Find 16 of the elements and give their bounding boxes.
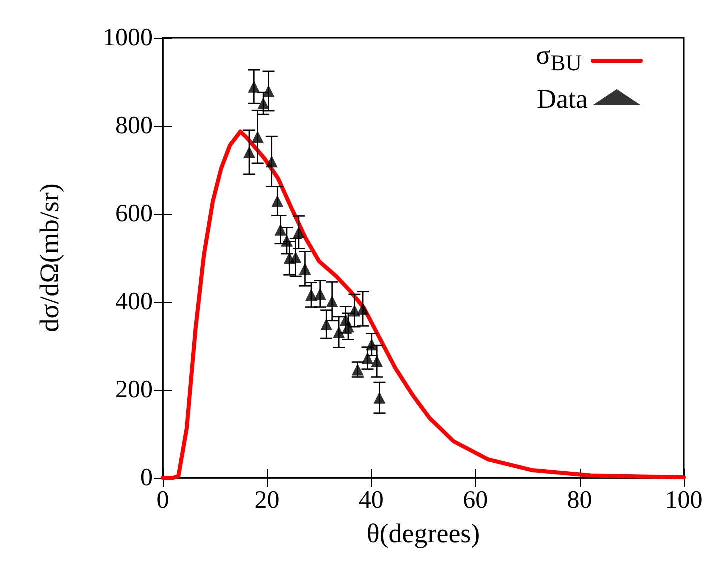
y-tick-label: 600 <box>116 200 153 228</box>
x-tick-label: 100 <box>665 487 703 514</box>
y-tick-label: 200 <box>116 376 153 404</box>
legend-label: Data <box>537 84 588 114</box>
x-tick-label: 60 <box>463 487 488 514</box>
x-axis-title: θ(degrees) <box>366 518 480 548</box>
x-tick-label: 80 <box>567 487 592 514</box>
y-tick-label: 1000 <box>103 24 153 52</box>
y-tick-label: 800 <box>116 112 153 140</box>
x-tick-label: 0 <box>156 487 170 514</box>
x-tick-label: 40 <box>358 487 384 514</box>
legend-label: σ$_{BU}$ <box>536 40 582 78</box>
x-tick-label: 20 <box>254 487 280 514</box>
y-tick-label: 0 <box>140 464 153 492</box>
y-axis-title: dσ/dΩ(mb/sr) <box>34 184 64 332</box>
y-tick-label: 400 <box>116 288 153 316</box>
